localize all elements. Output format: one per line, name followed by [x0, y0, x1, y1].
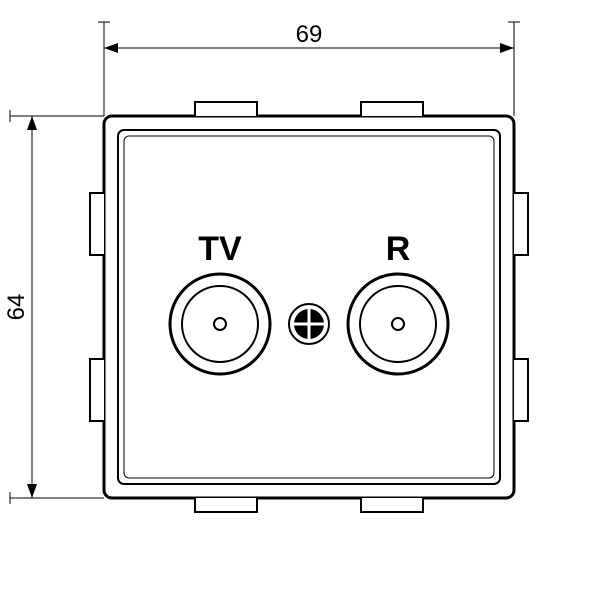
r-ring [360, 286, 436, 362]
clip [195, 498, 257, 512]
r-outer [348, 274, 448, 374]
clip [514, 193, 528, 255]
tv-outer [170, 274, 270, 374]
technical-drawing: 69 64 TV R [0, 0, 600, 600]
tv-label: TV [198, 230, 242, 268]
dim-top-label: 69 [296, 21, 323, 48]
plate-outer [104, 116, 514, 498]
dim-left-label: 64 [3, 294, 30, 321]
clip [361, 102, 423, 116]
clip [361, 498, 423, 512]
clip [195, 102, 257, 116]
dim-left-arrow-top [27, 116, 37, 130]
r-label: R [386, 230, 411, 268]
tv-ring [182, 286, 258, 362]
tv-pin [214, 318, 226, 330]
dim-top-arrow-right [500, 43, 514, 53]
plate-inner-1 [118, 130, 500, 484]
dim-top-arrow-left [104, 43, 118, 53]
dim-left-arrow-bot [27, 484, 37, 498]
plate-inner-2 [124, 136, 494, 478]
clip [90, 193, 104, 255]
clip [514, 359, 528, 421]
r-pin [392, 318, 404, 330]
clip [90, 359, 104, 421]
